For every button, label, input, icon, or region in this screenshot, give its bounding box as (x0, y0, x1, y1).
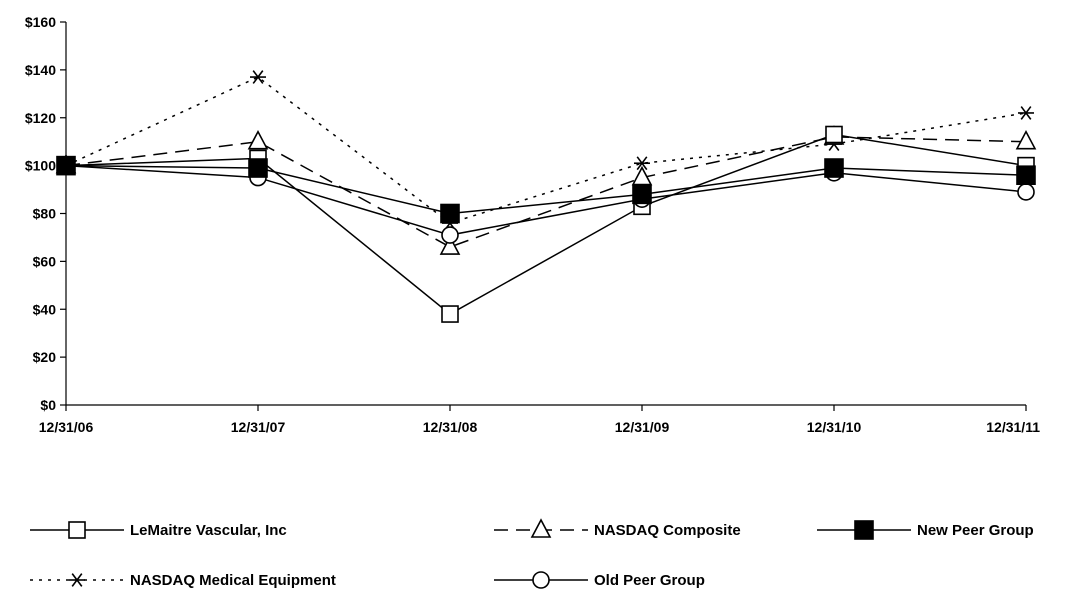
y-tick-label: $40 (33, 301, 57, 317)
data-point (439, 235, 461, 255)
y-tick-label: $140 (25, 62, 56, 78)
series-line-lemaitre-vascular-inc (65, 133, 1027, 315)
marker-filled-square (440, 203, 460, 224)
marker-filled-square (1016, 165, 1036, 185)
data-point (441, 305, 459, 323)
x-tick-label: 12/31/11 (986, 419, 1040, 435)
y-tick-label: $120 (25, 110, 56, 126)
data-point (56, 155, 76, 176)
y-tick-label: $160 (25, 14, 56, 30)
x-tick-label: 12/31/06 (39, 419, 94, 435)
data-point (1017, 183, 1035, 201)
data-point (1016, 165, 1036, 185)
marker-square (441, 305, 459, 323)
legend-item: NASDAQ Medical Equipment (30, 572, 336, 589)
marker-circle (532, 571, 550, 589)
legend-marker (68, 521, 86, 539)
marker-circle (441, 226, 459, 244)
series-line-old-peer-group (65, 164, 1027, 236)
marker-asterisk-stroke (636, 156, 648, 171)
marker-square (825, 125, 843, 144)
data-point (1018, 106, 1034, 120)
x-tick-label: 12/31/10 (807, 419, 862, 435)
data-point (632, 184, 652, 205)
legend-label: NASDAQ Medical Equipment (130, 572, 336, 589)
legend-item: NASDAQ Composite (494, 518, 741, 539)
y-tick-label: $0 (40, 397, 56, 413)
series-line-nasdaq-medical-equipment (65, 76, 1027, 224)
marker-filled-square (632, 184, 652, 205)
data-point (440, 203, 460, 224)
marker-triangle (439, 235, 461, 255)
marker-filled-square (854, 520, 874, 540)
legend-marker (854, 520, 874, 540)
legend-label: NASDAQ Composite (594, 522, 741, 539)
data-point (825, 125, 843, 144)
data-point (824, 158, 844, 178)
marker-triangle (1015, 129, 1037, 150)
marker-asterisk-stroke (1020, 106, 1032, 120)
series-line-nasdaq-composite (65, 136, 1027, 248)
marker-asterisk-stroke (71, 573, 83, 587)
data-point (247, 129, 269, 150)
legend-label: New Peer Group (917, 522, 1034, 539)
data-point (1015, 129, 1037, 150)
y-tick-label: $20 (33, 349, 57, 365)
chart-series (55, 70, 1037, 323)
marker-square (68, 521, 86, 539)
data-point (441, 226, 459, 244)
marker-triangle (247, 129, 269, 150)
legend-item: LeMaitre Vascular, Inc (30, 521, 287, 539)
legend-label: Old Peer Group (594, 572, 705, 589)
marker-asterisk-stroke (252, 70, 264, 84)
data-point (250, 70, 266, 84)
marker-filled-square (248, 158, 268, 178)
legend-label: LeMaitre Vascular, Inc (130, 522, 287, 539)
legend-item: Old Peer Group (494, 571, 705, 589)
legend-item: New Peer Group (817, 520, 1034, 540)
marker-triangle (530, 518, 552, 538)
x-tick-label: 12/31/08 (423, 419, 478, 435)
series-line-new-peer-group (65, 164, 1027, 215)
legend-marker (69, 573, 85, 587)
chart-axes: $0 $20 $40 $60 $80 $100 $120 $140 $160 12/31/06 12… (25, 14, 1040, 435)
marker-filled-square (56, 155, 76, 176)
marker-filled-square (824, 158, 844, 178)
marker-circle (1017, 183, 1035, 201)
legend-marker (532, 571, 550, 589)
data-point (634, 156, 650, 171)
y-tick-label: $100 (25, 158, 56, 174)
legend-marker (530, 518, 552, 538)
y-tick-label: $60 (33, 253, 57, 269)
data-point (248, 158, 268, 178)
x-tick-label: 12/31/09 (615, 419, 670, 435)
y-tick-label: $80 (33, 206, 57, 222)
chart-legend: LeMaitre Vascular, Inc NASDAQ Composite Ne… (30, 518, 1034, 589)
x-tick-label: 12/31/07 (231, 419, 286, 435)
